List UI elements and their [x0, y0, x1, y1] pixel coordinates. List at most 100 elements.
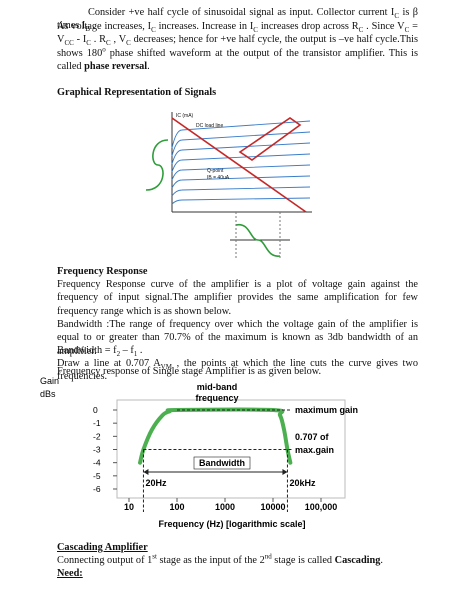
text-run: o: [102, 45, 106, 54]
subheading: Need:: [57, 568, 83, 579]
text-run: stage as the input of the 2: [156, 555, 265, 566]
text-run: C: [106, 39, 111, 48]
x-tick-label: 10: [124, 502, 134, 512]
y-tick-label: -5: [93, 471, 101, 481]
annotation: mid-band: [197, 382, 238, 392]
annotation: 0.707 of: [295, 432, 330, 442]
text-run: C: [253, 26, 258, 35]
output-curves: [171, 120, 311, 205]
text-run: , the points at which the line cuts the …: [57, 358, 418, 383]
annotation: Bandwidth: [199, 458, 245, 468]
text-run: nd: [264, 552, 272, 561]
y-tick-label: -1: [93, 418, 101, 428]
curve: [171, 153, 311, 173]
curve: [171, 197, 311, 205]
text-run: Bandwidth = f: [57, 345, 117, 356]
curve: [171, 142, 311, 165]
text-run: Bandwidth :The range of frequency over w…: [57, 319, 418, 357]
text-run: st: [152, 552, 157, 561]
annotation: frequency: [195, 393, 238, 403]
text-run: = V: [57, 21, 418, 46]
paragraph: As voltage increases, IC increases. Incr…: [57, 20, 418, 74]
text-run: decreases; hence for +ve half cycle, the…: [57, 34, 419, 59]
x-tick-label: 10000: [260, 502, 285, 512]
frequency-response-chart: Gain dBs 0 -1 -2 -3 -4 -5 -6 10 100 1000 10000 100,00…: [40, 376, 358, 529]
text-run: is β times I: [57, 7, 419, 32]
bandwidth-box: [193, 456, 251, 470]
text-run: increases. Increase in I: [155, 21, 254, 32]
annotation: maximum gain: [295, 405, 358, 415]
x-tick-label: 1000: [215, 502, 235, 512]
curve: [171, 120, 311, 149]
response-curve: [138, 407, 293, 465]
text-run: Consider +ve half cycle of sinusoidal si…: [88, 7, 395, 18]
text-run: Frequency Response curve of the amplifie…: [57, 279, 418, 317]
text-run: C: [151, 26, 156, 35]
curve: [171, 186, 311, 197]
y-axis-label: dBs: [40, 389, 56, 399]
signal-swing: [238, 117, 302, 161]
x-tick-label: 100: [169, 502, 184, 512]
text-run: 2: [116, 350, 121, 359]
annotation: DC load line: [196, 123, 223, 129]
text-run: VM: [160, 363, 172, 372]
text-run: - I: [73, 34, 87, 46]
text-run: Cascading: [334, 555, 381, 566]
x-axis-label: Frequency (Hz) [logarithmic scale]: [158, 519, 305, 529]
paragraph: Bandwidth :The range of frequency over w…: [57, 318, 418, 358]
text-run: increases drop across R: [257, 21, 359, 32]
text-run: Draw a line at 0.707 A: [57, 358, 161, 369]
input-wave: [145, 139, 169, 191]
text-run: B: [85, 25, 90, 34]
output-wave: [235, 223, 281, 257]
y-tick-label: -2: [93, 431, 101, 441]
text-run: 1: [133, 350, 138, 359]
axis-label: IC (mA): [176, 113, 194, 119]
y-axis-label: Gain: [40, 376, 59, 386]
text-run: .: [137, 345, 143, 356]
text-run: , V: [110, 34, 127, 46]
transistor-graph: IC (mA) DC load line Q-point IB = 40uA: [145, 112, 312, 258]
caption: Frequency response of Single stage Ampli…: [57, 366, 322, 377]
annotation: Q-point: [207, 168, 224, 174]
text-run: – f: [120, 345, 134, 356]
heading: Frequency Response: [57, 266, 148, 277]
paragraph: Connecting output of 1st stage as the in…: [57, 552, 418, 567]
text-run: .: [89, 20, 96, 32]
text-run: C: [86, 39, 91, 48]
y-tick-label: 0: [93, 405, 98, 415]
annotation: max.gain: [295, 445, 334, 455]
load-line: [171, 117, 307, 213]
text-run: C: [358, 26, 364, 35]
text-run: CC: [64, 39, 74, 48]
y-tick-label: -6: [93, 484, 101, 494]
x-tick-label: 100,000: [305, 502, 338, 512]
text-run: Connecting output of 1: [57, 555, 153, 566]
text-run: C: [126, 39, 131, 48]
heading: Graphical Representation of Signals: [57, 87, 217, 98]
y-tick-label: -3: [93, 445, 101, 455]
text-run: phase reversal: [84, 61, 148, 73]
text-run: C: [404, 26, 410, 35]
text-run: . R: [90, 34, 107, 46]
paragraph: Draw a line at 0.707 AVM , the points at…: [57, 357, 418, 384]
cutoff-label: 20kHz: [289, 478, 316, 488]
text-run: C: [394, 12, 400, 21]
paragraph: Frequency Response curve of the amplifie…: [57, 278, 418, 318]
text-run: As voltage increases, I: [57, 21, 152, 32]
curve: [171, 175, 311, 189]
y-tick-label: -4: [93, 458, 101, 468]
text-run: stage is called: [271, 555, 335, 566]
curve: [171, 131, 311, 157]
text-run: .: [380, 555, 383, 566]
text-run: .: [147, 61, 150, 73]
cutoff-label: 20Hz: [145, 478, 167, 488]
paragraph: Bandwidth = f2 – f1 .: [57, 344, 418, 359]
curve: [171, 164, 311, 181]
paragraph: Consider +ve half cycle of sinusoidal si…: [57, 6, 418, 33]
text-run: . Since V: [363, 21, 405, 32]
heading: Cascading Amplifier: [57, 542, 148, 553]
